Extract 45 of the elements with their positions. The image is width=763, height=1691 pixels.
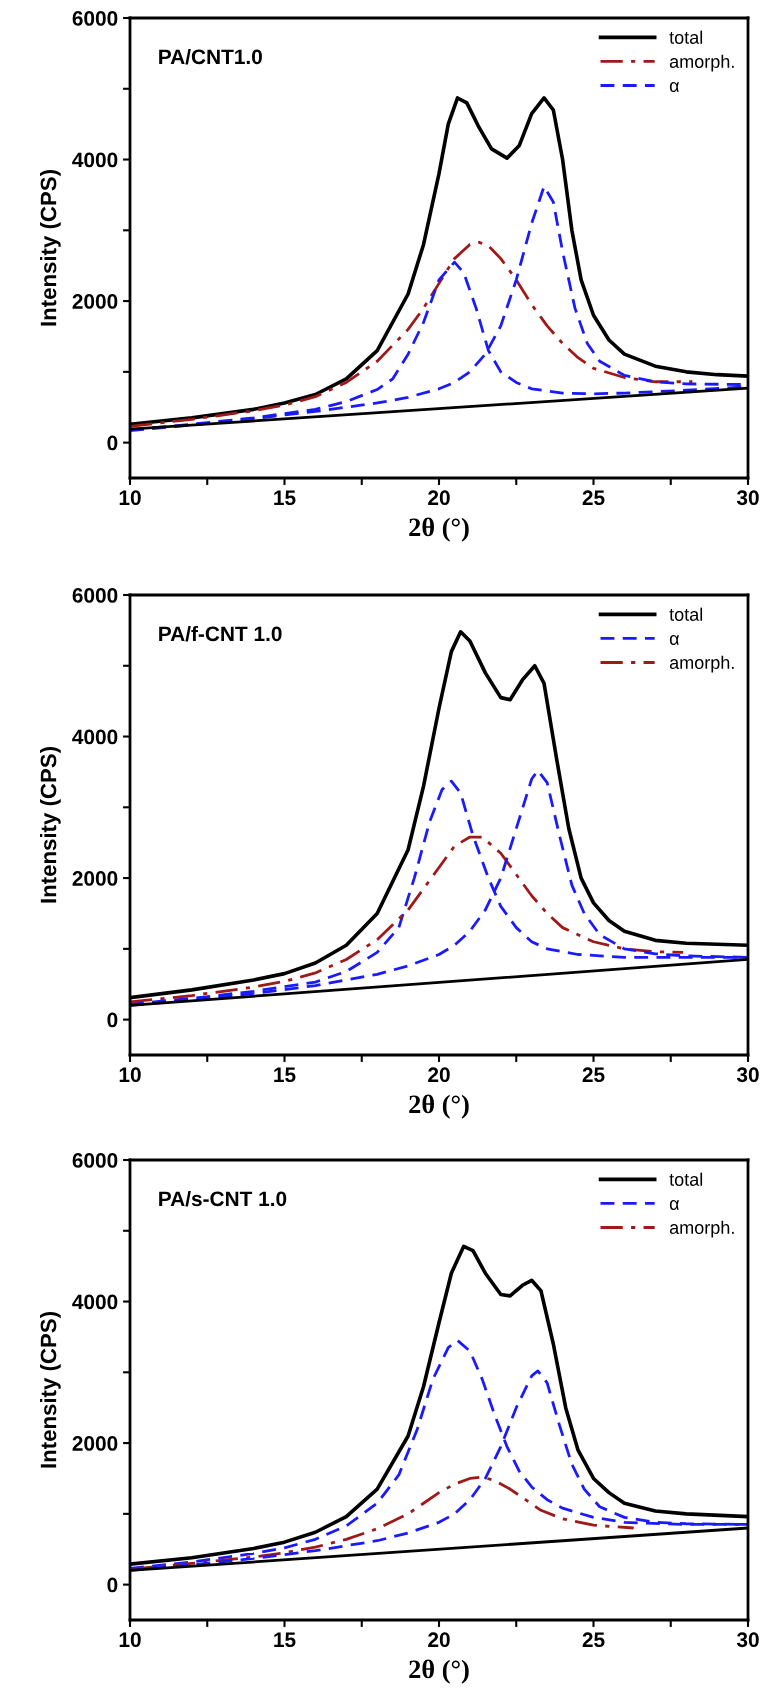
x-tick-label: 30 [736,490,759,506]
x-tick-label: 15 [274,1632,296,1648]
x-tick-label: 20 [428,1632,450,1648]
legend-label: amorph. [669,1220,734,1238]
legend-label: amorph. [669,655,734,673]
y-tick-label: 0 [107,435,118,451]
y-axis-title: Intensity (CPS) [40,170,61,326]
y-tick-label: 6000 [72,11,118,26]
x-axis-title: 2θ (°) [409,1094,469,1119]
x-tick-label: 25 [582,1632,605,1648]
y-tick-label: 0 [107,1012,118,1028]
legend-label: total [669,607,703,621]
x-tick-label: 15 [274,490,296,506]
x-tick-label: 20 [428,1067,450,1083]
y-tick-label: 2000 [72,1436,118,1451]
y-tick-label: 6000 [72,588,118,603]
legend-label: α [669,1200,680,1210]
y-tick-label: 6000 [72,1153,118,1168]
x-tick-label: 10 [119,1067,141,1083]
y-axis-title: Intensity (CPS) [40,1312,61,1468]
legend-label: total [669,30,703,44]
y-tick-label: 2000 [72,871,118,886]
legend-label: α [669,82,680,93]
y-axis-title: Intensity (CPS) [40,747,61,903]
x-tick-label: 25 [582,490,605,506]
legend-label: amorph. [669,54,734,72]
x-tick-label: 15 [274,1067,296,1083]
x-tick-label: 10 [119,1632,141,1648]
x-tick-label: 30 [736,1632,759,1648]
x-axis-title: 2θ (°) [409,517,469,542]
x-tick-label: 30 [736,1067,759,1083]
x-axis-title: 2θ (°) [409,1659,469,1684]
legend-label: total [669,1172,703,1186]
y-tick-label: 0 [107,1577,118,1593]
text: PA/s-CNT 1.0 [159,1190,287,1207]
y-tick-label: 4000 [72,729,118,745]
x-tick-label: 25 [582,1067,605,1083]
legend-label: α [669,635,680,645]
y-tick-label: 4000 [72,1294,118,1310]
text: PA/f-CNT 1.0 [159,625,282,642]
y-tick-label: 4000 [72,152,118,168]
y-tick-label: 2000 [72,294,118,309]
x-tick-label: 20 [428,490,450,506]
text: PA/CNT1.0 [159,48,262,65]
x-tick-label: 10 [119,490,141,506]
